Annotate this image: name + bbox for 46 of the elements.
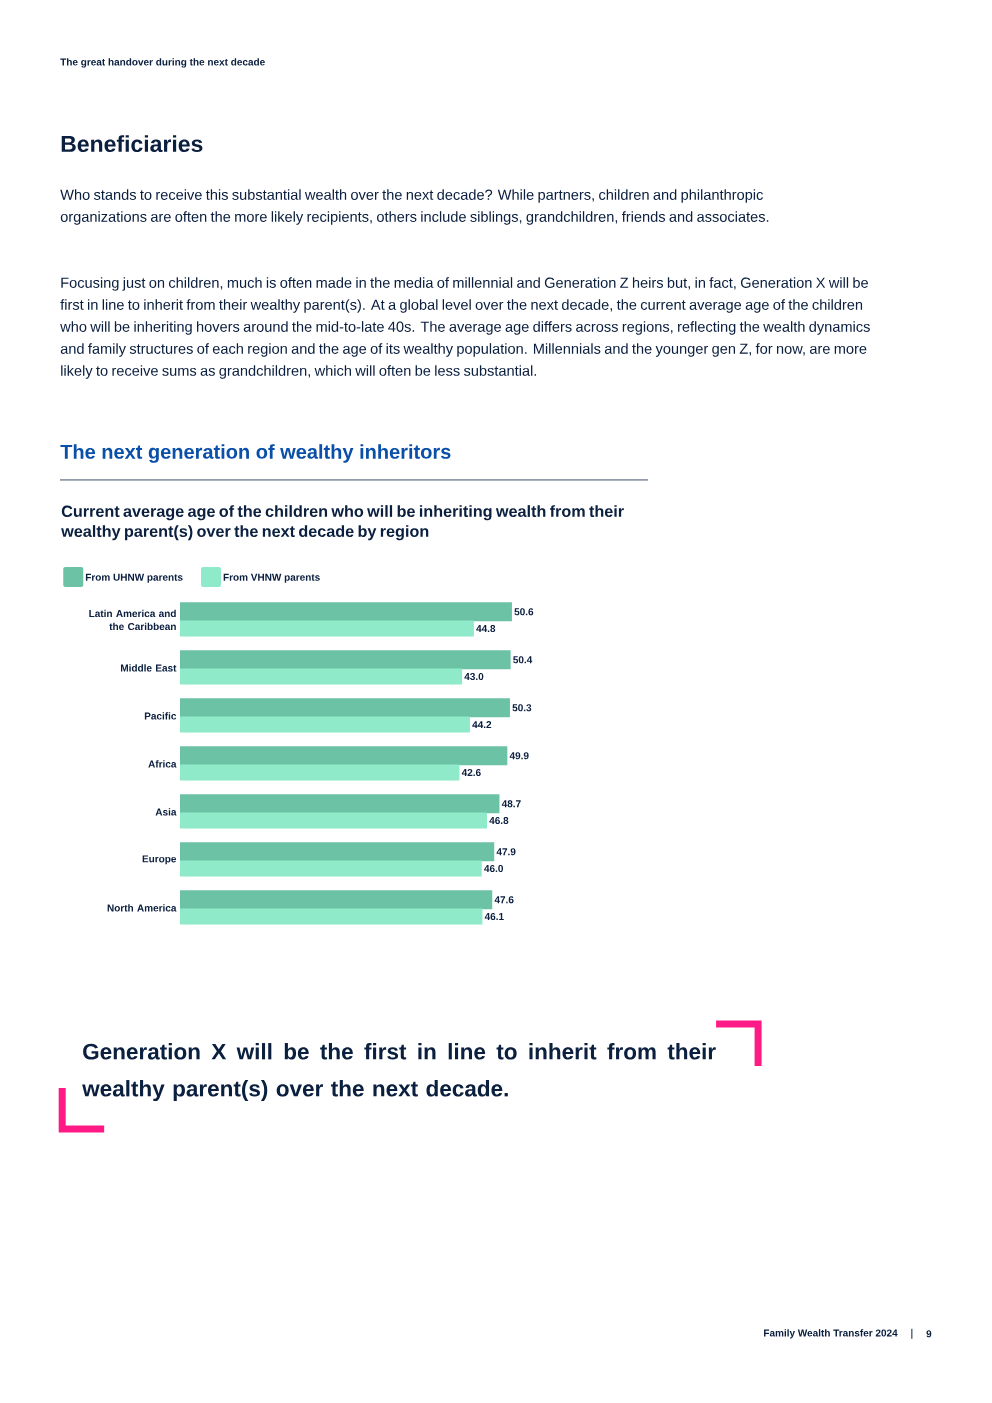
text: The next generation of wealthy inheritors (60, 444, 451, 463)
y-tick-label: Asia (155, 808, 177, 816)
legend-label: From UHNW parents (85, 573, 183, 583)
data-label: 42.6 (461, 769, 481, 777)
data-label: 47.6 (494, 896, 514, 904)
text: 9 (926, 1330, 932, 1338)
data-label: 46.0 (484, 864, 503, 873)
y-tick-label: North America (107, 904, 177, 912)
data-label: 50.4 (513, 656, 533, 664)
bar (179, 842, 495, 862)
bar (179, 860, 482, 877)
bar (179, 698, 510, 718)
bar (179, 764, 460, 781)
y-tick-label: Middle East (120, 664, 177, 672)
legend-label: From VHNW parents (223, 573, 320, 583)
data-label: 48.7 (501, 800, 521, 808)
text: Family Wealth Transfer 2024 (764, 1329, 898, 1339)
data-label: 49.9 (509, 752, 529, 760)
data-label: 50.3 (512, 704, 532, 712)
bar (179, 746, 508, 766)
chart-title: Current average age of the children who will be inheriting wealth from their wealthy parent(s) over the next decade by region (61, 505, 624, 541)
y-tick-label: Africa (148, 760, 177, 768)
data-label: 50.6 (514, 608, 534, 616)
bar (179, 908, 483, 925)
bar (179, 602, 512, 622)
text: Generation X will be the first in line to inherit from their wealthy parent(s) over the next decade. (82, 1043, 716, 1102)
bar (179, 794, 500, 814)
text: The great handover during the next decade (60, 58, 265, 68)
text: Beneficiaries (61, 135, 203, 153)
bar (179, 650, 511, 670)
data-label: 44.8 (476, 625, 496, 633)
data-label: 46.1 (484, 912, 504, 921)
bar (179, 668, 463, 685)
text: Who stands to receive this substantial wealth over the next decade? While partners, children and philanthropic organizations are often the more likely recipients, others include siblings, grandchildren, friends and associates. (60, 189, 769, 225)
bar (179, 716, 470, 733)
data-label: 44.2 (472, 721, 492, 729)
data-label: 47.9 (496, 848, 516, 856)
y-tick-label: Pacific (144, 712, 177, 720)
y-tick-label: Europe (142, 855, 177, 865)
bar (179, 812, 487, 829)
y-tick-label: Latin America and the Caribbean (89, 609, 176, 631)
text: Focusing just on children, much is often made in the media of millennial and Generation Z heirs but, in fact, Generation X will be first in line to inherit from their wealthy parent(s). At a global level over the next decade, the current average age of the children who will be inheriting hovers around the mid-to-late 40s. The average age differs across regions, reflecting the wealth dynamics and family structures of each region and the age of its wealthy population. Millennials and the younger gen Z, for now, are more likely to receive sums as grandchildren, which will often be less substantial. (60, 277, 870, 379)
bar (179, 890, 493, 910)
data-label: 46.8 (489, 817, 509, 825)
bar (179, 620, 474, 637)
data-label: 43.0 (464, 673, 484, 681)
